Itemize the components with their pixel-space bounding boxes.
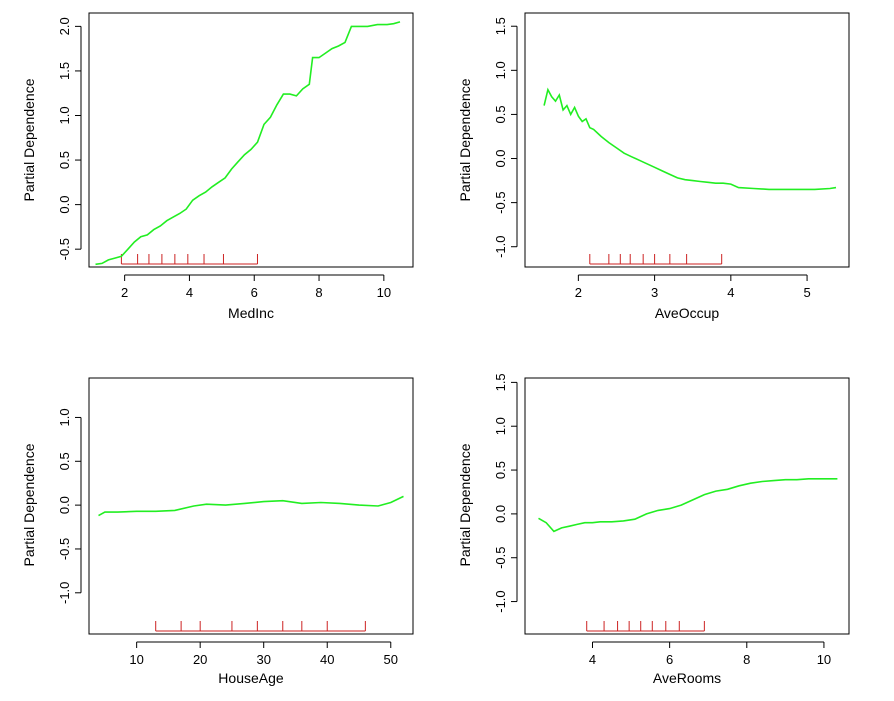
y-tick-label: 0.0: [57, 196, 72, 214]
y-axis-label: Partial Dependence: [457, 443, 473, 566]
x-axis: 4 6 8 10: [589, 641, 831, 667]
x-tick-label: 8: [315, 285, 322, 300]
x-axis-label: MedInc: [228, 305, 274, 321]
y-tick-label: 1.0: [57, 106, 72, 124]
y-axis: -1.0 -0.5 0.0 0.5 1.0 1.5: [493, 17, 518, 258]
plot-frame: [88, 12, 414, 268]
plot-frame: [524, 12, 850, 268]
x-tick-label: 40: [320, 652, 334, 667]
y-tick-label: 0.0: [57, 496, 72, 514]
y-tick-label: 0.5: [57, 151, 72, 169]
x-tick-label: 20: [193, 652, 207, 667]
x-axis-label: AveRooms: [653, 670, 721, 686]
y-tick-label: -0.5: [57, 238, 72, 260]
panel-medinc: 2 4 6 8 10 -0.5 0.0 0.5 1.0 1.5 2.0 MedInc Partia…: [21, 12, 414, 321]
y-axis-label: Partial Dependence: [21, 443, 37, 566]
x-tick-label: 6: [666, 652, 673, 667]
pd-line: [543, 87, 837, 191]
pd-line: [538, 477, 838, 533]
plot-frame: [524, 377, 850, 635]
rug-marks: [586, 621, 705, 632]
y-tick-label: 1.5: [57, 62, 72, 80]
y-tick-label: -1.0: [57, 582, 72, 604]
series: [95, 21, 401, 266]
y-tick-label: 0.0: [493, 149, 508, 167]
x-tick-label: 2: [575, 285, 582, 300]
pd-line: [98, 495, 404, 517]
y-tick-label: 0.5: [493, 105, 508, 123]
y-axis: -0.5 0.0 0.5 1.0 1.5 2.0: [57, 17, 82, 260]
x-axis-label: HouseAge: [218, 670, 284, 686]
rug-marks: [120, 254, 258, 265]
rug-marks: [589, 254, 723, 265]
x-axis: 10 20 30 40 50: [129, 641, 398, 667]
y-axis-label: Partial Dependence: [21, 78, 37, 201]
plot-frame: [88, 377, 414, 635]
y-tick-label: -0.5: [57, 538, 72, 560]
panel-aveoccup: 2 3 4 5 -1.0 -0.5 0.0 0.5 1.0 1.5 AveOccup Parti…: [457, 12, 850, 321]
rug-marks: [155, 621, 366, 632]
x-tick-label: 8: [743, 652, 750, 667]
x-tick-label: 10: [129, 652, 143, 667]
y-tick-label: -1.0: [493, 590, 508, 612]
x-tick-label: 4: [186, 285, 193, 300]
y-tick-label: 0.5: [57, 452, 72, 470]
y-tick-label: 1.5: [493, 17, 508, 35]
y-tick-label: 0.5: [493, 461, 508, 479]
series: [98, 495, 404, 517]
x-tick-label: 30: [256, 652, 270, 667]
y-tick-label: 2.0: [57, 17, 72, 35]
x-tick-label: 3: [651, 285, 658, 300]
y-tick-label: 1.0: [493, 417, 508, 435]
x-axis-label: AveOccup: [655, 305, 720, 321]
y-tick-label: 0.0: [493, 505, 508, 523]
y-tick-label: 1.0: [493, 61, 508, 79]
x-tick-label: 4: [727, 285, 734, 300]
x-tick-label: 10: [377, 285, 391, 300]
y-tick-label: 1.0: [57, 408, 72, 426]
panel-houseage: 10 20 30 40 50 -1.0 -0.5 0.0 0.5 1.0 HouseAge Pa…: [21, 377, 414, 686]
panel-averooms: 4 6 8 10 -1.0 -0.5 0.0 0.5 1.0 1.5 AveRooms Part…: [457, 373, 850, 686]
y-axis: -1.0 -0.5 0.0 0.5 1.0: [57, 408, 82, 604]
series: [543, 87, 837, 191]
x-axis: 2 4 6 8 10: [121, 274, 391, 300]
x-axis: 2 3 4 5: [575, 274, 811, 300]
y-tick-label: -0.5: [493, 547, 508, 569]
y-axis-label: Partial Dependence: [457, 78, 473, 201]
x-tick-label: 4: [589, 652, 596, 667]
x-tick-label: 6: [251, 285, 258, 300]
y-axis: -1.0 -0.5 0.0 0.5 1.0 1.5: [493, 373, 518, 613]
y-tick-label: -0.5: [493, 191, 508, 213]
y-tick-label: -1.0: [493, 236, 508, 258]
pd-line: [95, 21, 401, 266]
x-tick-label: 10: [817, 652, 831, 667]
series: [538, 477, 838, 533]
y-tick-label: 1.5: [493, 373, 508, 391]
x-tick-label: 5: [803, 285, 810, 300]
x-tick-label: 50: [384, 652, 398, 667]
x-tick-label: 2: [121, 285, 128, 300]
